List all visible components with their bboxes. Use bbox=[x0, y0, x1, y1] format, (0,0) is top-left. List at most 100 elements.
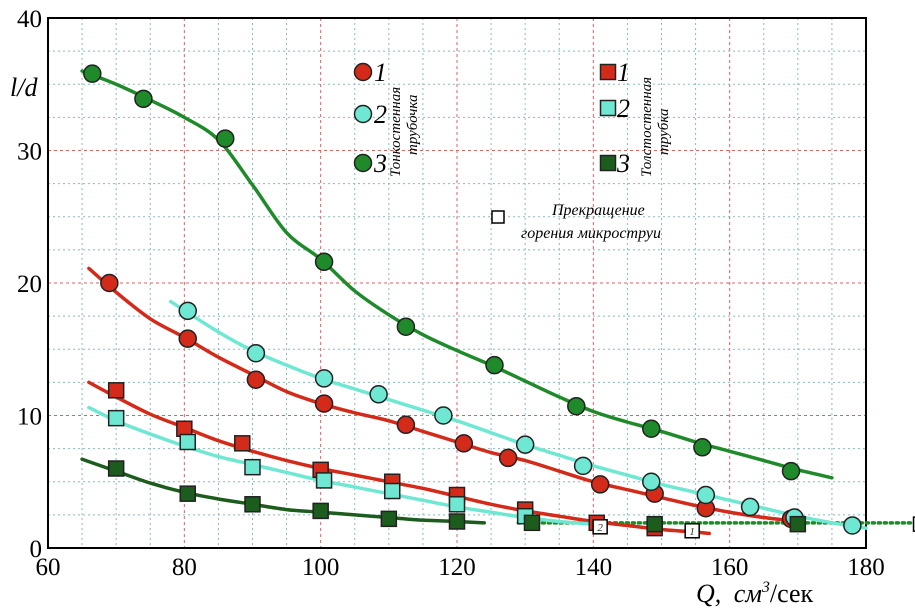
data-point-circle-2 bbox=[246, 343, 266, 363]
data-point-circle-3 bbox=[642, 419, 661, 438]
y-tick-label: 10 bbox=[17, 404, 42, 431]
extinction-marker-legend bbox=[491, 210, 505, 224]
extinction-point bbox=[912, 516, 915, 532]
y-tick-label: 20 bbox=[17, 271, 42, 298]
data-point-circle-1 bbox=[590, 475, 610, 494]
data-point-square-2 bbox=[315, 472, 333, 489]
data-point-circle-1 bbox=[498, 448, 518, 468]
legend-title-line2: трубочка bbox=[405, 94, 421, 155]
legend-label: 2 bbox=[374, 100, 387, 129]
data-point-square-2 bbox=[448, 496, 466, 513]
data-point-square-3 bbox=[448, 513, 466, 530]
x-tick-label: 180 bbox=[847, 554, 885, 581]
data-point-circle-2 bbox=[369, 385, 388, 404]
x-axis-label-rest: /сек bbox=[770, 579, 814, 608]
tick-labels: 60 80 100 120 140 160 180 0 10 20 30 40 bbox=[17, 6, 885, 581]
data-point-square-1 bbox=[234, 435, 251, 452]
data-point-circle-3 bbox=[781, 461, 801, 481]
y-tick-label: 30 bbox=[17, 139, 42, 166]
extinction-point-label: 1 bbox=[689, 526, 695, 538]
data-point-circle-2 bbox=[642, 472, 661, 491]
data-point-circle-3 bbox=[485, 355, 504, 375]
legend-marker-circle-1 bbox=[353, 62, 373, 82]
series-curve-1 bbox=[87, 266, 800, 524]
data-point-square-3 bbox=[179, 485, 196, 502]
data-point-circle-1 bbox=[246, 370, 266, 389]
legend-marker-square-1 bbox=[599, 63, 617, 81]
data-point-square-1 bbox=[107, 382, 125, 399]
x-tick-label: 120 bbox=[438, 554, 476, 581]
data-point-square-2 bbox=[383, 482, 401, 500]
legend-label: 3 bbox=[616, 149, 630, 178]
legend-marker-circle-2 bbox=[353, 104, 373, 124]
extinction-point-label: 2 bbox=[597, 522, 603, 534]
plot-frame bbox=[47, 17, 867, 549]
data-point-circle-3 bbox=[215, 129, 235, 148]
data-point-circle-1 bbox=[314, 394, 334, 413]
series-curve-3 bbox=[80, 457, 487, 525]
extinction-note-line1: Прекращение bbox=[551, 202, 645, 219]
data-point-circle-2 bbox=[740, 497, 760, 517]
y-tick-label: 0 bbox=[30, 536, 43, 563]
legend-marker-square-3 bbox=[599, 154, 617, 172]
data-point-circle-3 bbox=[314, 252, 334, 272]
series-curve-2 bbox=[87, 405, 596, 526]
y-axis-label: l/d bbox=[10, 73, 38, 102]
data-point-circle-3 bbox=[134, 89, 153, 109]
data-point-square-2 bbox=[107, 409, 125, 427]
legend-marker-square-2 bbox=[599, 99, 617, 117]
legend-marker-circle-3 bbox=[353, 153, 373, 173]
data-point-square-2 bbox=[244, 458, 261, 476]
extinction-point bbox=[592, 519, 608, 535]
data-point-square-2 bbox=[179, 433, 196, 451]
data-point-circle-2 bbox=[314, 369, 334, 388]
extinction-note: Прекращение горения микроструи bbox=[491, 202, 661, 242]
x-tick-label: 160 bbox=[711, 554, 749, 581]
series-curve-2 bbox=[168, 299, 868, 530]
data-point-circle-1 bbox=[178, 329, 197, 348]
x-axis-label-q: Q, bbox=[696, 579, 721, 608]
data-point-circle-3 bbox=[396, 317, 416, 336]
extinction-point bbox=[684, 523, 700, 539]
extinction-note-line2: горения микроструи bbox=[521, 225, 661, 242]
data-point-circle-2 bbox=[696, 485, 716, 505]
x-tick-label: 100 bbox=[302, 554, 340, 581]
data-point-square-3 bbox=[646, 515, 663, 533]
x-axis-label-sup: 3 bbox=[761, 579, 770, 596]
data-point-circle-2 bbox=[178, 301, 197, 321]
legend-title-line1: Тонкостенная bbox=[388, 87, 404, 177]
series-curve-1 bbox=[87, 380, 711, 536]
data-point-circle-1 bbox=[396, 415, 416, 435]
data-points: 1 2 3 bbox=[83, 64, 915, 539]
legend-label: 2 bbox=[617, 94, 630, 123]
legend-title-line1: Толстостенная bbox=[639, 77, 655, 177]
data-point-square-3 bbox=[789, 515, 807, 533]
x-axis-label: Q, см3/сек bbox=[696, 579, 814, 608]
data-point-square-3 bbox=[312, 502, 329, 520]
data-point-square-3 bbox=[244, 496, 261, 513]
data-point-square-3 bbox=[380, 510, 398, 528]
legend-label: 1 bbox=[617, 58, 630, 87]
legend-label: 1 bbox=[374, 58, 387, 87]
legend-label: 3 bbox=[373, 149, 387, 178]
data-point-square-3 bbox=[523, 514, 541, 532]
data-point-circle-2 bbox=[573, 456, 593, 476]
x-axis-label-unit: см bbox=[734, 579, 762, 608]
y-tick-label: 40 bbox=[17, 6, 42, 33]
data-point-circle-3 bbox=[83, 64, 102, 83]
data-point-circle-1 bbox=[454, 434, 474, 453]
data-point-circle-2 bbox=[434, 406, 453, 425]
data-point-circle-2 bbox=[843, 516, 862, 535]
data-point-circle-2 bbox=[515, 435, 535, 454]
x-tick-label: 80 bbox=[172, 554, 197, 581]
x-tick-label: 140 bbox=[575, 554, 613, 581]
x-tick-label: 60 bbox=[36, 554, 61, 581]
data-point-square-3 bbox=[107, 460, 125, 477]
legend-title-line2: трубка bbox=[656, 109, 672, 155]
grid bbox=[48, 18, 866, 548]
data-point-circle-3 bbox=[567, 396, 586, 416]
data-point-circle-1 bbox=[100, 273, 119, 293]
data-point-circle-3 bbox=[693, 438, 712, 457]
